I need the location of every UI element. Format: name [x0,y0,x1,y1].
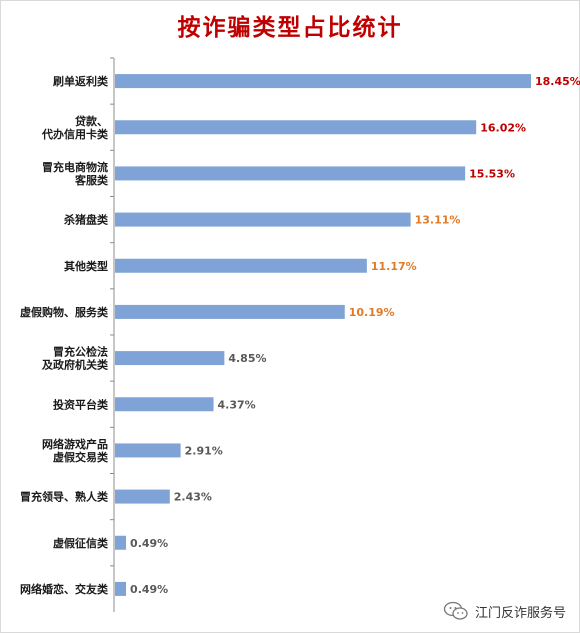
value-label: 13.11% [415,214,461,227]
category-label: 网络游戏产品虚假交易类 [42,437,109,464]
bar [115,489,170,504]
chart-title: 按诈骗类型占比统计 [177,14,403,41]
value-label: 11.17% [371,260,417,273]
wechat-icon [443,601,468,620]
category-label: 网络婚恋、交友类 [20,582,109,596]
bar [115,443,181,458]
category-label: 其他类型 [64,259,108,273]
bar [115,351,225,366]
value-label: 10.19% [349,306,395,319]
bar [115,304,345,319]
category-label: 虚假征信类 [53,536,109,550]
category-label: 贷款、代办信用卡类 [41,114,109,141]
value-label: 18.45% [535,75,580,88]
value-label: 15.53% [469,167,515,180]
bar [115,120,477,135]
bar [115,166,466,181]
category-label: 冒充电商物流客服类 [42,160,109,187]
bar [115,74,531,89]
value-label: 16.02% [480,121,526,134]
watermark-text: 江门反诈服务号 [474,605,566,621]
bar [115,258,367,273]
value-label: 0.49% [130,537,168,550]
value-label: 4.37% [218,398,256,411]
bar [115,535,127,550]
category-label: 虚假购物、服务类 [20,305,109,319]
category-label: 刷单返利类 [53,74,109,88]
value-label: 4.85% [228,352,266,365]
value-label: 2.43% [174,491,212,504]
value-label: 2.91% [185,444,223,457]
category-label: 冒充领导、熟人类 [20,490,109,504]
watermark: 江门反诈服务号 [443,601,566,621]
category-label: 投资平台类 [53,397,109,411]
value-label: 0.49% [130,583,168,596]
bar [115,581,127,596]
bar [115,397,214,412]
bar [115,212,411,227]
category-label: 杀猪盘类 [64,213,109,227]
category-label: 冒充公检法及政府机关类 [42,345,109,372]
